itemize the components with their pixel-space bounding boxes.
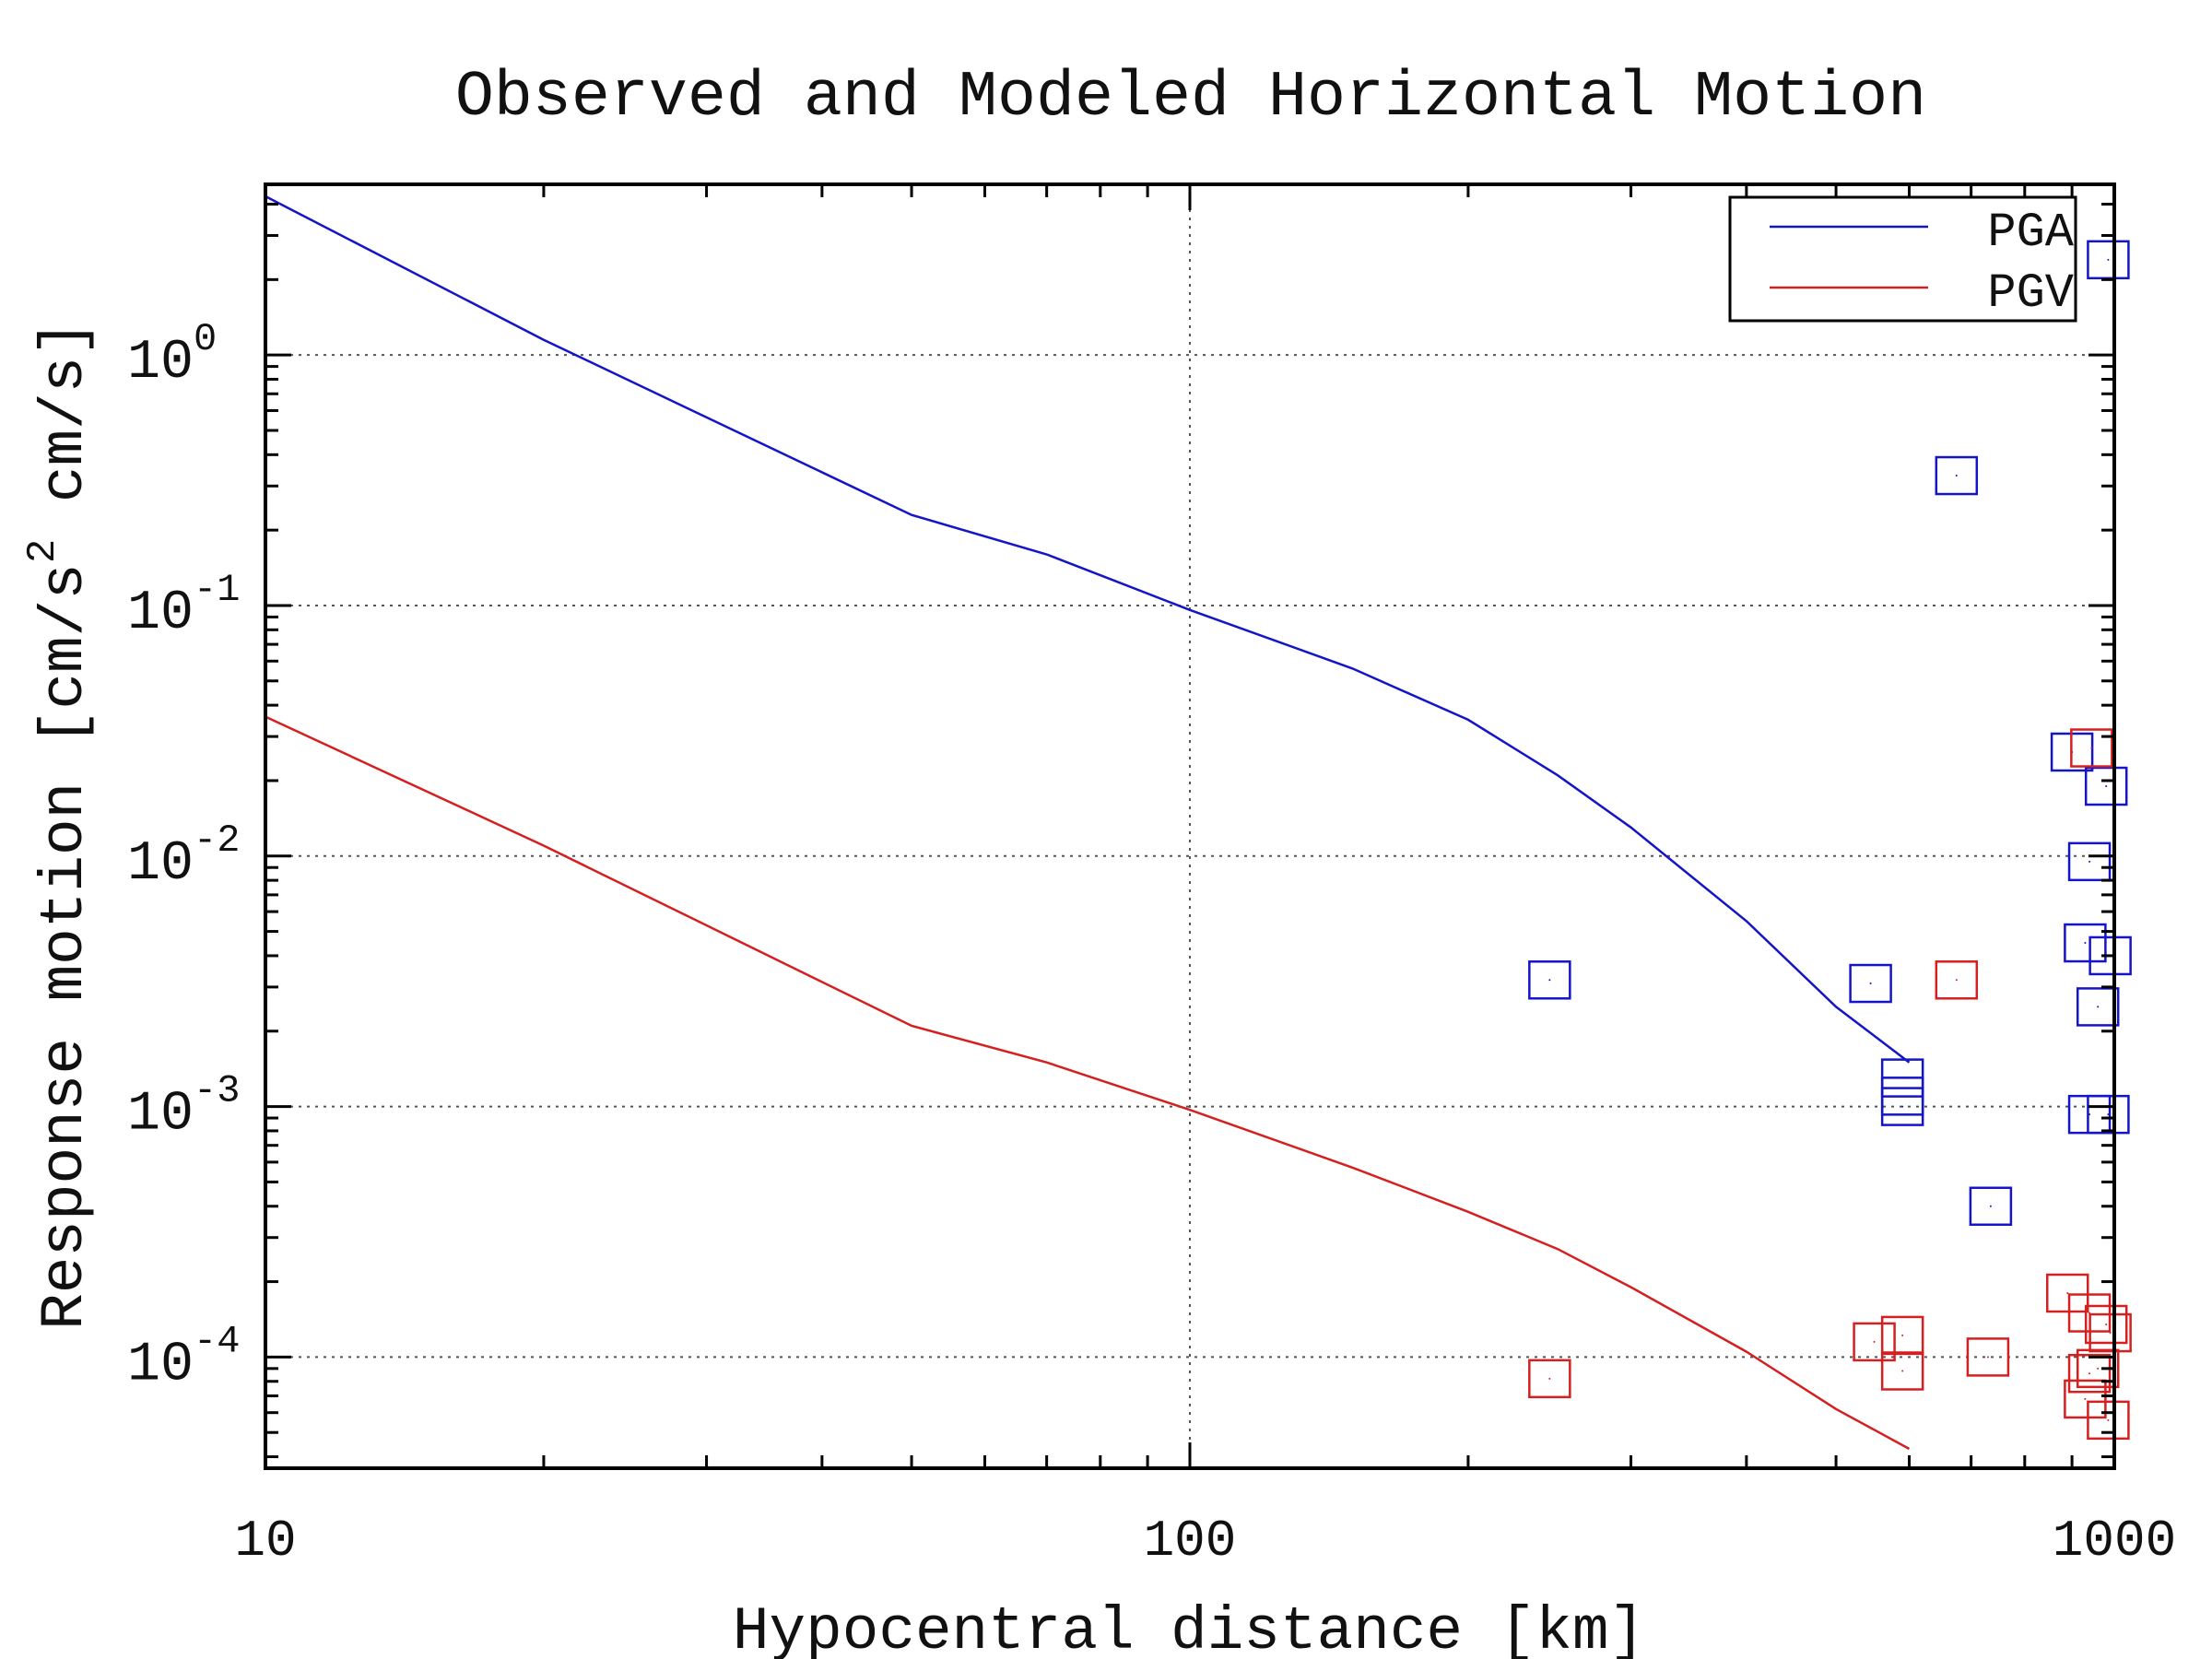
data-point-center-pgv [1901, 1334, 1904, 1336]
legend-label-pgv: PGV [1987, 266, 2074, 321]
data-point-center-pga [1989, 1205, 1992, 1207]
data-point-center-pgv [1901, 1370, 1904, 1372]
data-point-pga [2067, 841, 2112, 882]
y-tick-label-exponent: -2 [194, 818, 240, 863]
data-point-center-pga [1901, 1095, 1904, 1098]
y-tick-label-exponent: -3 [194, 1069, 240, 1113]
y-axis-label-superscript: 2 [20, 539, 66, 563]
data-point-center-pgv [2088, 1372, 2091, 1375]
data-point-center-pgv [1548, 1377, 1551, 1380]
data-point-center-pga [1548, 979, 1551, 982]
data-point-center-pgv [2084, 1397, 2087, 1400]
data-point-pgv [2087, 1400, 2130, 1441]
legend: PGA PGV [1728, 195, 2077, 323]
model-line-pgv [265, 715, 1911, 1451]
y-axis-label-suffix: cm/s] [30, 320, 100, 539]
data-point-pga [1849, 963, 1892, 1004]
data-point-pga [2087, 240, 2130, 280]
data-point-center-pgv [2105, 1323, 2108, 1325]
data-point-pga [2064, 923, 2107, 963]
data-point-center-pga [1955, 475, 1958, 477]
model-line-pga [265, 194, 1911, 1064]
data-point-pgv [2070, 728, 2113, 768]
data-point-pgv [2064, 1379, 2107, 1419]
data-point-center-pga [2084, 942, 2087, 945]
data-point-center-pga [1901, 1105, 1904, 1108]
data-point-center-pga [2105, 785, 2108, 788]
data-point-center-pgv [1955, 979, 1958, 982]
data-point-pgv [2067, 1353, 2112, 1394]
y-tick-label-base: 10 [127, 582, 194, 645]
y-tick-label: 100 [127, 317, 217, 394]
y-tick-label-base: 10 [127, 1084, 194, 1147]
data-point-pgv [2045, 1273, 2089, 1313]
y-axis-label-prefix: Response motion [cm/s [30, 563, 100, 1330]
data-point-pgv [1966, 1337, 2010, 1377]
legend-box [1728, 195, 2077, 323]
data-point-center-pgv [2109, 1332, 2112, 1335]
y-tick-label: 10-2 [127, 818, 240, 896]
data-point-pga [1528, 960, 1571, 1000]
y-tick-label: 10-3 [127, 1069, 240, 1147]
x-tick-label: 100 [1144, 1512, 1237, 1571]
data-point-center-pgv [1873, 1340, 1876, 1343]
data-point-pga [2088, 935, 2132, 976]
legend-label-pga: PGA [1987, 206, 2074, 260]
data-point-center-pgv [2066, 1292, 2069, 1295]
y-tick-label-base: 10 [127, 332, 194, 394]
y-tick-label-exponent: 0 [194, 317, 217, 361]
y-tick-label-base: 10 [127, 1334, 194, 1396]
x-tick-label: 1000 [2053, 1512, 2176, 1571]
y-tick-label: 10-4 [127, 1319, 240, 1396]
data-point-pgv [1528, 1359, 1571, 1399]
data-point-pga [2084, 766, 2128, 806]
data-point-center-pgv [2097, 1367, 2100, 1370]
data-point-center-pgv [2090, 747, 2093, 749]
data-point-center-pga [1869, 982, 1872, 985]
y-tick-label-exponent: -1 [194, 568, 240, 612]
data-point-center-pgv [2107, 1418, 2110, 1421]
data-point-center-pga [2107, 1113, 2110, 1116]
y-axis-label: Response motion [cm/s2 cm/s] [20, 320, 100, 1330]
plot-series [265, 194, 2132, 1451]
y-tick-label-base: 10 [127, 833, 194, 896]
data-point-pga [2076, 987, 2120, 1027]
data-point-center-pga [2097, 1006, 2100, 1008]
data-point-pgv [1853, 1322, 1896, 1362]
x-axis-label: Hypocentral distance [km] [733, 1597, 1645, 1659]
data-point-pgv [1880, 1315, 1924, 1356]
y-tick-label-exponent: -4 [194, 1319, 240, 1363]
data-point-center-pga [2107, 258, 2110, 261]
data-point-pgv [1880, 1351, 1924, 1391]
data-point-pga [1969, 1186, 2013, 1227]
data-point-pga [1935, 455, 1979, 496]
data-point-pgv [2084, 1304, 2128, 1345]
data-point-center-pga [2088, 860, 2091, 863]
chart-title: Observed and Modeled Horizontal Motion [455, 62, 1926, 135]
data-point-pgv [2076, 1348, 2120, 1389]
data-point-center-pgv [1986, 1356, 1989, 1359]
data-point-pgv [1935, 960, 1979, 1000]
data-point-pga [1880, 1087, 1924, 1126]
y-tick-label: 10-1 [127, 568, 240, 645]
data-point-pga [2087, 1094, 2130, 1135]
x-tick-label: 10 [234, 1512, 296, 1571]
